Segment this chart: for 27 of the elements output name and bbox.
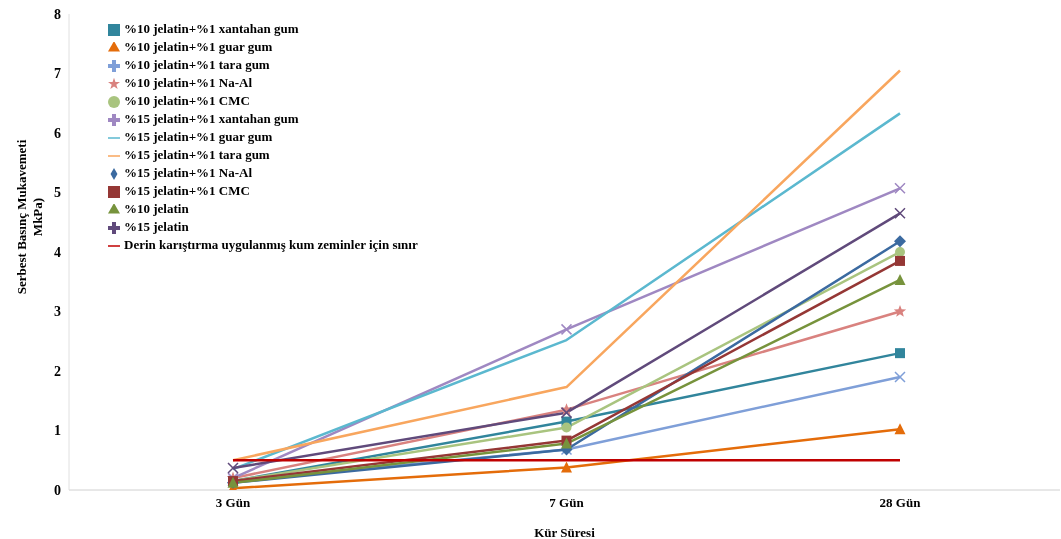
legend-label: %10 jelatin+%1 xantahan gum [124, 21, 299, 36]
legend-label: %10 jelatin+%1 CMC [124, 93, 250, 108]
y-tick-label: 0 [54, 482, 61, 498]
legend-label: %15 jelatin+%1 Na-Al [124, 165, 253, 180]
legend-label: %10 jelatin+%1 tara gum [124, 57, 270, 72]
legend-label: %15 jelatin+%1 guar gum [124, 129, 273, 144]
x-tick-label: 7 Gün [549, 495, 585, 511]
y-tick-label: 1 [54, 423, 61, 439]
legend-label: %15 jelatin [124, 219, 189, 234]
y-tick-label: 6 [54, 125, 61, 141]
legend-label: %10 jelatin [124, 201, 189, 216]
y-tick-label: 7 [54, 66, 61, 82]
legend-label: %15 jelatin+%1 tara gum [124, 147, 270, 162]
y-axis-title: Serbest Basınç Mukavemeti MkPa) [14, 139, 45, 295]
y-tick-label: 5 [54, 185, 61, 201]
x-axis-title: Kür Süresi [534, 525, 596, 539]
legend-label: Derin karıştırma uygulanmış kum zeminler için sınır [124, 237, 418, 252]
x-tick-label: 28 Gün [879, 495, 922, 511]
y-tick-label: 4 [54, 244, 61, 260]
legend-label: %10 jelatin+%1 guar gum [124, 39, 273, 54]
y-tick-label: 3 [54, 304, 61, 320]
y-tick-label: 2 [54, 363, 61, 379]
legend-label: %15 jelatin+%1 CMC [124, 183, 250, 198]
y-tick-label: 8 [54, 6, 61, 22]
x-tick-label: 3 Gün [215, 495, 251, 511]
legend-label: %15 jelatin+%1 xantahan gum [124, 111, 299, 126]
legend-label: %10 jelatin+%1 Na-Al [124, 75, 253, 90]
